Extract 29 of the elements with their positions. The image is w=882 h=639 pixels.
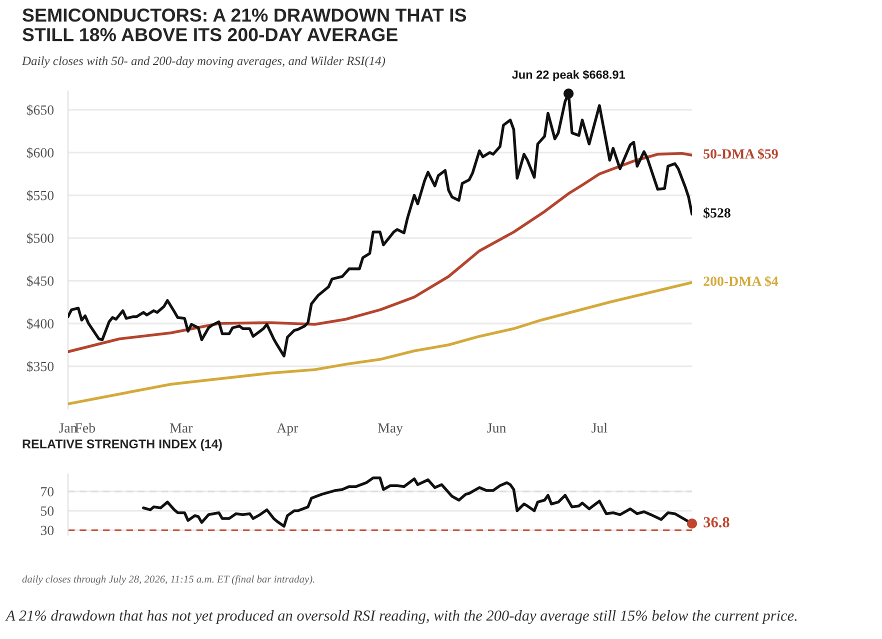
x-tick-label: Feb — [75, 422, 96, 433]
chart-subtitle: Daily closes with 50- and 200-day moving averages, and Wilder RSI(14) — [22, 56, 386, 68]
text: A 21% drawdown that has not yet produced an oversold RSI reading, with the 200-day average still 15% below the current price. — [5, 610, 797, 624]
y-tick-label: $400 — [26, 318, 54, 330]
y-tick-label: 70 — [41, 487, 54, 496]
chart-title: RELATIVE STRENGTH INDEX (14) — [22, 439, 222, 451]
x-tick-label: Jan — [59, 423, 78, 433]
x-tick-label: Jul — [592, 422, 608, 433]
x-tick-label: Jun — [487, 423, 506, 433]
y-tick-label: $350 — [26, 361, 54, 372]
annotation: 36.8 — [704, 517, 730, 528]
chart-title: SEMICONDUCTORS: A 21% DRAWDOWN THAT IS STILL 18% ABOVE ITS 200-DAY AVERAGE — [22, 8, 466, 42]
x-tick-label: May — [378, 423, 403, 436]
line-series — [68, 152, 692, 354]
y-tick-label: $600 — [26, 147, 54, 158]
series-label: 50-DMA $59 — [704, 148, 778, 160]
text: daily closes through July 28, 2026, 11:15 a.m. ET (final bar intraday). — [22, 575, 314, 585]
x-tick-label: Mar — [170, 423, 193, 433]
y-tick-label: 50 — [41, 506, 54, 516]
x-tick-label: Apr — [276, 423, 298, 436]
y-tick-label: $650 — [26, 104, 54, 116]
line-series — [68, 281, 692, 406]
y-tick-label: $550 — [26, 190, 54, 202]
series-label: 200-DMA $4 — [704, 276, 778, 287]
y-tick-label: $450 — [26, 276, 54, 287]
series-label: $528 — [704, 207, 730, 218]
y-tick-label: 30 — [40, 526, 54, 536]
annotation: Jun 22 peak $668.91 — [512, 70, 626, 82]
y-tick-label: $500 — [26, 232, 54, 244]
